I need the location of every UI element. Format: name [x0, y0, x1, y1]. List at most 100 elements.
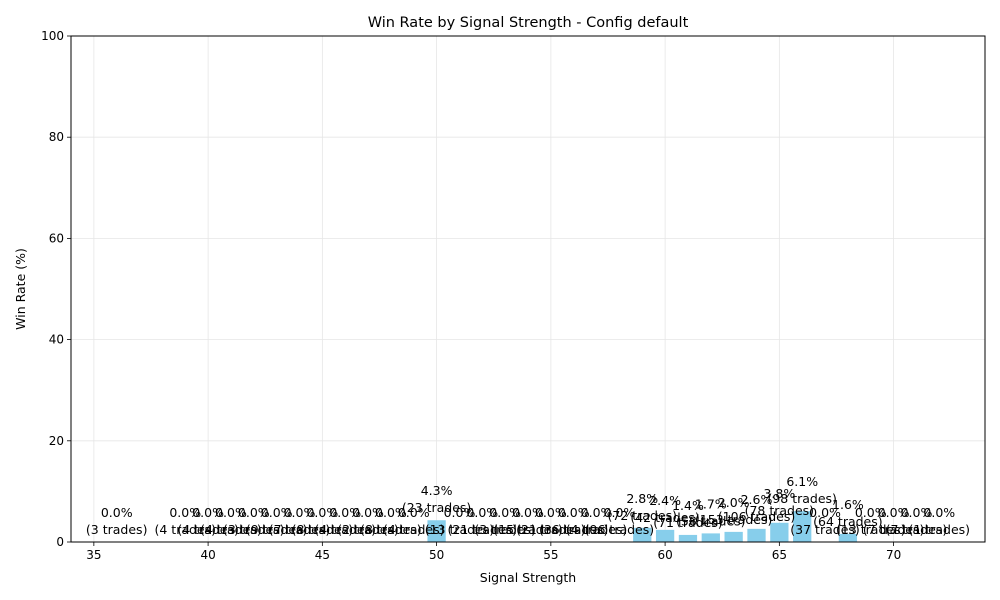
- bar-trades-label: (7 trades): [886, 522, 948, 537]
- bar-trades-label: (7 trades): [269, 522, 331, 537]
- bar-value-label: 0.0%: [284, 505, 316, 520]
- y-axis-ticks: 0 20 40 60 80 100: [41, 29, 71, 549]
- bar-value-label: 0.0%: [101, 505, 133, 520]
- bar-trades-label: (15 trades): [493, 522, 562, 537]
- bar-trades-label: (3 trades): [223, 522, 285, 537]
- bar-value-label: 2.8%: [626, 491, 658, 506]
- bar-trades-label: (4 trades): [154, 522, 216, 537]
- bar: [633, 527, 652, 542]
- bar-value-label: 2.0%: [718, 495, 750, 510]
- bar-trades-label: (4 trades): [383, 522, 445, 537]
- bar-trades-label: (36 trades): [539, 522, 608, 537]
- bar-value-label: 4.3%: [421, 483, 453, 498]
- bar-trades-label: (13 trades): [836, 522, 905, 537]
- bar-value-label: 0.0%: [238, 505, 270, 520]
- x-tick-label: 70: [886, 548, 901, 562]
- bar-trades-label: (4 trades): [566, 522, 628, 537]
- bar-value-label: 0.0%: [489, 505, 521, 520]
- grid-lines: [71, 35, 985, 543]
- bar-trades-label: (98 trades): [767, 491, 836, 506]
- bar: [793, 511, 812, 542]
- bar-labels: 0.0% (3 trades) 0.0% (4 trades) 0.0% (4 trade…: [86, 474, 970, 537]
- bar-trades-label: (3 trades): [474, 522, 536, 537]
- bar-value-label: 0.0%: [261, 505, 293, 520]
- bar: [838, 533, 858, 542]
- bar-value-label: 2.6%: [741, 492, 773, 507]
- bar-trades-label: (96 trades): [585, 522, 654, 537]
- bar-value-label: 0.0%: [558, 505, 590, 520]
- bar-trades-label: (2 trades): [337, 522, 399, 537]
- bar-trades-label: (72 trades): [608, 508, 677, 523]
- bar-value-label: 0.0%: [329, 505, 361, 520]
- bar: [701, 533, 720, 542]
- bar-trades-label: (4 trades): [200, 522, 262, 537]
- bar-trades-label: (37 trades): [790, 522, 859, 537]
- bar-trades-label: (7 trades): [863, 522, 925, 537]
- x-tick-label: 65: [772, 548, 787, 562]
- bar-trades-label: (21 trades): [448, 522, 517, 537]
- bar-value-label: 0.0%: [809, 505, 841, 520]
- bar-value-label: 0.0%: [466, 505, 498, 520]
- bar-value-label: 6.1%: [786, 474, 818, 489]
- bar: [747, 528, 766, 542]
- bar-value-label: 0.0%: [192, 505, 224, 520]
- x-tick-label: 45: [315, 548, 330, 562]
- plot-frame: [70, 35, 986, 543]
- bar-value-label: 1.4%: [672, 498, 704, 513]
- bar-value-label: 0.0%: [604, 505, 636, 520]
- bar-trades-label: (42 trades): [630, 510, 699, 525]
- bar-value-label: 0.0%: [878, 505, 910, 520]
- y-tick-label: 0: [56, 535, 64, 549]
- bar-value-label: 0.0%: [535, 505, 567, 520]
- bar-trades-label: (78 trades): [745, 503, 814, 518]
- bar-trades-label: (3 trades): [86, 522, 148, 537]
- bar-value-label: 0.0%: [855, 505, 887, 520]
- x-tick-label: 40: [200, 548, 215, 562]
- bar-value-label: 0.0%: [444, 505, 476, 520]
- bar-value-label: 0.0%: [306, 505, 338, 520]
- bar-value-label: 0.0%: [375, 505, 407, 520]
- y-axis-label: Win Rate (%): [13, 248, 28, 330]
- bar: [770, 522, 789, 542]
- bar-trades-label: (106 trades): [718, 509, 795, 524]
- x-tick-label: 60: [657, 548, 672, 562]
- bar: [678, 534, 698, 542]
- bar-value-label: 0.0%: [581, 505, 613, 520]
- bar-trades-label: (71 trades): [653, 515, 722, 530]
- y-tick-label: 60: [49, 231, 64, 245]
- y-tick-label: 20: [49, 434, 64, 448]
- bar-value-label: 1.7%: [695, 496, 727, 511]
- bar-value-label: 1.6%: [832, 497, 864, 512]
- bar-value-label: 0.0%: [923, 505, 955, 520]
- x-axis-label: Signal Strength: [480, 570, 576, 585]
- bar-trades-label: (153 trades): [695, 512, 772, 527]
- bar-value-label: 0.0%: [352, 505, 384, 520]
- bar-trades-label: (1 trades): [909, 522, 971, 537]
- bar-trades-label: (4 trades): [314, 522, 376, 537]
- bar-value-label: 2.4%: [649, 493, 681, 508]
- y-tick-label: 40: [49, 333, 64, 347]
- bar-value-label: 3.8%: [763, 486, 795, 501]
- x-tick-label: 55: [543, 548, 558, 562]
- bar-value-label: 0.0%: [169, 505, 201, 520]
- chart-title: Win Rate by Signal Strength - Config def…: [368, 15, 689, 31]
- y-tick-label: 100: [41, 29, 64, 43]
- bar: [427, 520, 446, 542]
- bar-value-label: 0.0%: [398, 505, 430, 520]
- bar-value-label: 0.0%: [512, 505, 544, 520]
- bar-series: [427, 511, 858, 542]
- x-tick-label: 50: [429, 548, 444, 562]
- bar-trades-label: (58 trades): [676, 513, 745, 528]
- bar-trades-label: (9 trades): [246, 522, 308, 537]
- bar-trades-label: (23 trades): [402, 500, 471, 515]
- bar: [655, 529, 675, 542]
- bar-trades-label: (4 trades): [177, 522, 239, 537]
- y-tick-label: 80: [49, 130, 64, 144]
- bar: [724, 531, 743, 542]
- x-tick-label: 35: [86, 548, 101, 562]
- bar-trades-label: (8 trades): [292, 522, 354, 537]
- bar-value-label: 0.0%: [215, 505, 247, 520]
- bar-trades-label: (8 trades): [360, 522, 422, 537]
- bar-value-label: 0.0%: [901, 505, 933, 520]
